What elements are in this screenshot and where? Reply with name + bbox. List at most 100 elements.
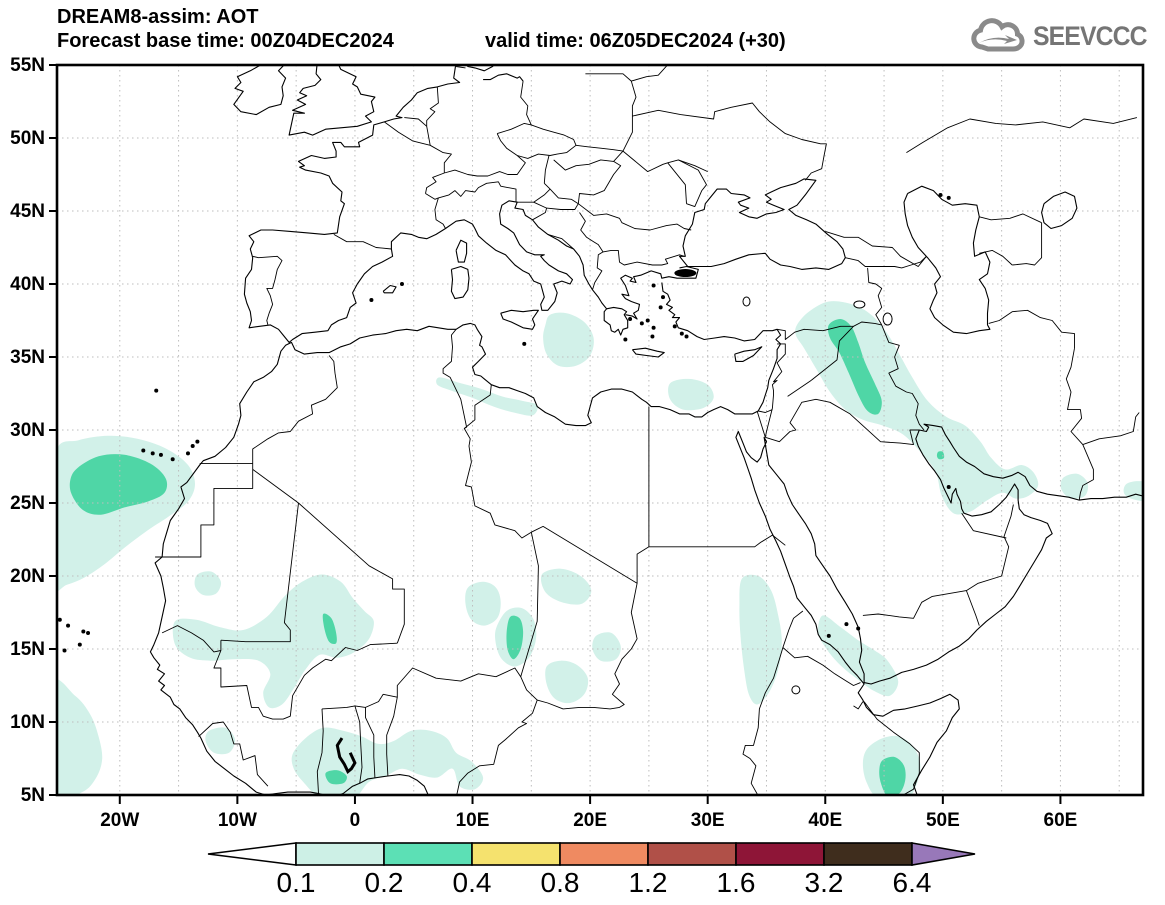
seevccc-logo-text: SEEVCCC [1033,20,1148,51]
colorbar-tick-label: 6.4 [893,867,932,898]
lat-tick-label: 10N [10,712,45,733]
small-island-dot [946,195,951,200]
small-island-dot [190,444,195,449]
small-island-dot [946,484,951,489]
aot-patch-green [936,451,945,460]
chart-title: DREAM8-assim: AOT [57,6,259,28]
map-frame [55,63,1145,797]
aot-patch-light [1123,481,1143,502]
valid-time-label: valid time: 06Z05DEC2024 (+30) [485,30,786,52]
cloud-logo-icon [971,18,1025,52]
aot-patch-light [592,632,621,662]
aot-patch-green [322,613,337,644]
small-island-dot [651,325,656,330]
lat-tick-label: 50N [10,128,45,149]
small-island-dot [623,337,628,342]
lat-tick-label: 5N [21,785,45,806]
small-island-dot [185,451,190,456]
small-island-dot [66,623,71,628]
small-island-dot [826,633,831,638]
axes-layer: 55N 50N 45N 40N 35N 30N 25N 20N 15N 10N 5N 20W 10W 0 1… [10,55,1077,831]
colorbar-segment [383,842,473,866]
colorbar-segment [647,842,737,866]
lat-tick-label: 55N [10,55,45,76]
aot-patch-light [540,568,592,605]
colorbar-segment [295,842,385,866]
colorbar-segment [559,842,649,866]
small-island-dot [141,448,146,453]
aot-patch-light [543,312,594,368]
colorbar-over-arrow [911,842,976,866]
colorbar-under-arrow [207,842,297,866]
lake-volta [335,737,357,774]
small-island-dot [150,451,155,456]
graticule-layer [57,65,1143,795]
small-island-dot [57,617,62,622]
small-island-dot [195,439,200,444]
colorbar-segment [823,842,913,866]
colorbar-tick-label: 1.2 [629,867,668,898]
small-island-dot [645,318,650,323]
aot-patch-light [57,679,103,795]
colorbar-tick-label: 3.2 [805,867,844,898]
small-island-dot [158,452,163,457]
small-island-dot [679,331,684,336]
lat-tick-label: 25N [10,493,45,514]
lat-tick-label: 40N [10,274,45,295]
lat-tick-label: 35N [10,347,45,368]
small-island-dot [86,630,91,635]
lake-van [853,300,866,309]
lon-tick-label: 50E [926,810,960,831]
aot-patch-green [506,615,524,660]
aot-patch-green [325,770,347,785]
map-inner [57,65,1143,795]
lakes-layer [57,192,951,774]
colorbar-tick-label: 0.1 [277,867,316,898]
small-island-dot [170,457,175,462]
seevccc-logo: SEEVCCC [969,16,1157,56]
colorbar-tick-label: 0.4 [453,867,492,898]
small-island-dot [639,321,644,326]
aot-patch-light [668,378,714,411]
lake-tuz [742,296,751,307]
small-island-dot [399,282,404,286]
aot-patch-light [205,727,236,755]
small-island-dot [650,334,655,339]
small-island-dot [154,388,159,393]
lon-tick-label: 20E [573,810,607,831]
aot-patch-light [739,574,782,705]
lon-tick-label: 60E [1044,810,1078,831]
small-island-dot [628,317,633,322]
aot-patch-light [194,571,222,596]
aot-patch-light [436,377,538,416]
forecast-base-time-label: Forecast base time: 00Z04DEC2024 [57,30,394,52]
aot-patch-light [545,660,589,704]
lon-tick-label: 0 [350,810,361,831]
lon-tick-label: 10W [218,810,257,831]
lat-tick-label: 20N [10,566,45,587]
lake-urmia [882,312,893,326]
colorbar-tick-label: 1.6 [717,867,756,898]
lon-tick-label: 30E [691,810,725,831]
small-island-dot [81,629,86,634]
lake-tana [791,685,801,695]
lat-tick-label: 15N [10,639,45,660]
small-island-dot [661,295,666,300]
coastline-layer [149,65,1143,795]
small-island-dot [684,334,689,339]
colorbar-legend: 0.1 0.2 0.4 0.8 1.2 1.6 3.2 6.4 [207,842,976,898]
sea-of-marmara [674,269,697,278]
small-island-dot [938,192,943,197]
aot-patch-light [818,615,899,697]
colorbar-tick-label: 0.2 [365,867,404,898]
small-island-dot [77,642,82,647]
small-island-dot [658,305,663,310]
small-island-dot [651,283,656,288]
small-island-dot [856,626,861,631]
lon-tick-label: 20W [100,810,139,831]
small-island-dot [672,324,677,329]
small-island-dot [369,298,374,303]
lat-tick-label: 45N [10,201,45,222]
colorbar-segment [471,842,561,866]
